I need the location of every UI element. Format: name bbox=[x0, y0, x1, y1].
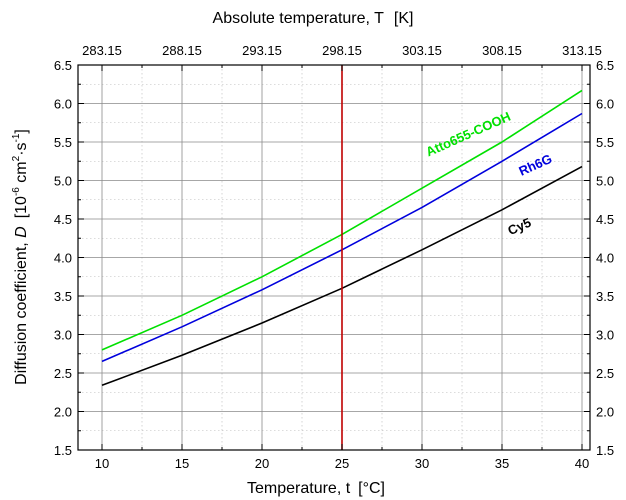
y-tick-label-left: 1.5 bbox=[54, 443, 72, 458]
y-axis-unit-open: [10 bbox=[13, 196, 30, 218]
y-tick-label-left: 2.0 bbox=[54, 405, 72, 420]
top-axis-label: Absolute temperature, T bbox=[213, 10, 385, 27]
x-tick-label-top: 303.15 bbox=[402, 43, 442, 58]
y-tick-label-left: 2.5 bbox=[54, 366, 72, 381]
x-tick-label-bottom: 15 bbox=[175, 456, 189, 471]
x-tick-label-bottom: 10 bbox=[95, 456, 109, 471]
series-label-cy5: Cy5 bbox=[505, 215, 533, 238]
top-axis-unit: [K] bbox=[394, 10, 414, 27]
y-tick-label-right: 6.5 bbox=[596, 58, 614, 73]
x-tick-label-bottom: 20 bbox=[255, 456, 269, 471]
x-tick-label-top: 293.15 bbox=[242, 43, 282, 58]
y-tick-label-right: 5.5 bbox=[596, 135, 614, 150]
y-tick-label-left: 4.5 bbox=[54, 212, 72, 227]
y-tick-label-left: 5.0 bbox=[54, 174, 72, 189]
y-axis-unit-cm: cm bbox=[13, 161, 30, 187]
top-axis-title: Absolute temperature, T [K] bbox=[213, 10, 414, 27]
y-tick-label-right: 6.0 bbox=[596, 97, 614, 112]
y-tick-label-right: 2.0 bbox=[596, 405, 614, 420]
y-tick-label-right: 2.5 bbox=[596, 366, 614, 381]
bottom-axis-unit: [°C] bbox=[358, 480, 385, 497]
x-tick-label-bottom: 30 bbox=[415, 456, 429, 471]
y-tick-label-right: 3.0 bbox=[596, 328, 614, 343]
x-tick-label-top: 313.15 bbox=[562, 43, 602, 58]
x-tick-label-bottom: 40 bbox=[575, 456, 589, 471]
x-tick-label-top: 298.15 bbox=[322, 43, 362, 58]
y-tick-label-left: 5.5 bbox=[54, 135, 72, 150]
x-tick-label-top: 288.15 bbox=[162, 43, 202, 58]
bottom-axis-title: Temperature, t [°C] bbox=[247, 480, 385, 497]
y-tick-label-left: 6.5 bbox=[54, 58, 72, 73]
y-axis-unit-s-exponent: -1 bbox=[11, 133, 22, 142]
tick-marks bbox=[78, 64, 590, 451]
y-axis-unit-cm-exponent: 2 bbox=[11, 155, 22, 161]
y-tick-label-left: 6.0 bbox=[54, 97, 72, 112]
bottom-axis-label: Temperature, t bbox=[247, 480, 351, 497]
y-axis-unit-s: ·s bbox=[13, 142, 30, 155]
y-axis-title: Diffusion coefficient, D [10-6 cm2·s-1] bbox=[11, 129, 30, 385]
series-label-atto655: Atto655-COOH bbox=[424, 109, 513, 160]
y-tick-label-right: 4.0 bbox=[596, 251, 614, 266]
y-tick-label-right: 4.5 bbox=[596, 212, 614, 227]
grid bbox=[78, 64, 590, 451]
y-axis-symbol: D bbox=[13, 226, 30, 238]
y-tick-label-left: 4.0 bbox=[54, 251, 72, 266]
y-tick-label-right: 1.5 bbox=[596, 443, 614, 458]
x-tick-label-bottom: 25 bbox=[335, 456, 349, 471]
x-tick-label-top: 308.15 bbox=[482, 43, 522, 58]
y-tick-label-right: 5.0 bbox=[596, 174, 614, 189]
y-axis-unit-exponent: -6 bbox=[11, 187, 22, 196]
x-tick-label-top: 283.15 bbox=[82, 43, 122, 58]
x-tick-label-bottom: 35 bbox=[495, 456, 509, 471]
series-label-rh6g: Rh6G bbox=[516, 151, 554, 179]
tick-labels: 10 15 20 25 30 35 40 283.15 288.15 293.15 298.15 30… bbox=[54, 43, 614, 471]
y-axis-unit-close: ] bbox=[13, 129, 30, 133]
plot-marks bbox=[101, 65, 583, 450]
y-tick-label-left: 3.0 bbox=[54, 328, 72, 343]
y-axis-label: Diffusion coefficient, bbox=[13, 238, 30, 385]
y-tick-label-right: 3.5 bbox=[596, 289, 614, 304]
y-tick-label-left: 3.5 bbox=[54, 289, 72, 304]
